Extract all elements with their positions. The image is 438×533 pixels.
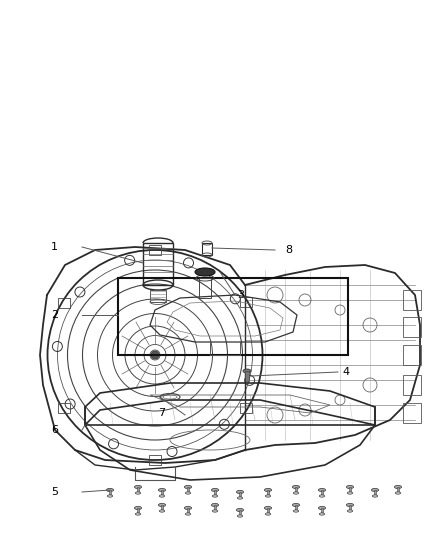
Bar bbox=[349, 505, 351, 511]
Bar bbox=[150, 290, 166, 302]
Ellipse shape bbox=[319, 495, 325, 497]
Ellipse shape bbox=[212, 488, 219, 491]
Ellipse shape bbox=[347, 510, 353, 512]
Ellipse shape bbox=[265, 513, 271, 515]
Text: 4: 4 bbox=[342, 367, 349, 377]
Circle shape bbox=[151, 351, 159, 359]
Ellipse shape bbox=[293, 492, 299, 494]
Bar bbox=[187, 508, 189, 514]
Ellipse shape bbox=[319, 513, 325, 515]
Ellipse shape bbox=[134, 486, 141, 489]
Bar bbox=[214, 490, 216, 496]
Bar bbox=[161, 490, 163, 496]
Ellipse shape bbox=[346, 503, 353, 506]
Bar bbox=[239, 510, 241, 516]
Bar bbox=[199, 278, 211, 298]
Bar bbox=[58, 402, 70, 413]
Bar bbox=[58, 297, 70, 308]
Bar bbox=[397, 487, 399, 493]
Text: 1: 1 bbox=[51, 242, 58, 252]
Bar bbox=[240, 297, 252, 308]
Text: 5: 5 bbox=[51, 487, 58, 497]
Bar bbox=[267, 508, 269, 514]
Ellipse shape bbox=[212, 495, 218, 497]
Text: 2: 2 bbox=[51, 310, 58, 320]
Ellipse shape bbox=[372, 495, 378, 497]
Bar bbox=[403, 403, 421, 423]
Text: 3: 3 bbox=[237, 290, 244, 300]
Ellipse shape bbox=[159, 495, 165, 497]
Ellipse shape bbox=[346, 486, 353, 489]
Ellipse shape bbox=[237, 490, 244, 494]
Ellipse shape bbox=[243, 369, 251, 373]
Bar bbox=[143, 243, 173, 285]
Ellipse shape bbox=[394, 486, 402, 489]
Ellipse shape bbox=[395, 492, 401, 494]
Bar bbox=[137, 487, 139, 493]
Ellipse shape bbox=[293, 486, 300, 489]
Ellipse shape bbox=[265, 495, 271, 497]
Ellipse shape bbox=[185, 492, 191, 494]
Ellipse shape bbox=[159, 503, 166, 506]
Bar bbox=[245, 371, 249, 381]
Ellipse shape bbox=[318, 506, 325, 510]
Bar bbox=[403, 345, 421, 365]
Ellipse shape bbox=[237, 508, 244, 512]
Ellipse shape bbox=[212, 503, 219, 506]
Bar bbox=[161, 505, 163, 511]
Bar bbox=[149, 245, 161, 255]
Ellipse shape bbox=[293, 510, 299, 512]
Bar bbox=[214, 505, 216, 511]
Ellipse shape bbox=[195, 268, 215, 276]
Ellipse shape bbox=[135, 513, 141, 515]
Bar bbox=[321, 508, 323, 514]
Bar bbox=[239, 492, 241, 498]
Ellipse shape bbox=[184, 486, 191, 489]
Bar bbox=[403, 375, 421, 395]
Bar bbox=[109, 490, 111, 496]
Bar bbox=[295, 487, 297, 493]
Text: 6: 6 bbox=[51, 425, 58, 435]
Ellipse shape bbox=[159, 488, 166, 491]
Bar bbox=[403, 317, 421, 337]
Bar bbox=[202, 243, 212, 255]
Bar bbox=[374, 490, 376, 496]
Ellipse shape bbox=[237, 515, 243, 517]
Bar bbox=[137, 508, 139, 514]
Ellipse shape bbox=[318, 488, 325, 491]
Text: 8: 8 bbox=[285, 245, 292, 255]
Ellipse shape bbox=[347, 492, 353, 494]
Ellipse shape bbox=[212, 510, 218, 512]
Ellipse shape bbox=[135, 492, 141, 494]
Bar bbox=[349, 487, 351, 493]
Bar bbox=[267, 490, 269, 496]
Ellipse shape bbox=[237, 497, 243, 499]
Bar bbox=[321, 490, 323, 496]
Ellipse shape bbox=[184, 506, 191, 510]
Bar bbox=[295, 505, 297, 511]
Ellipse shape bbox=[107, 495, 113, 497]
Ellipse shape bbox=[371, 488, 378, 491]
Text: 7: 7 bbox=[158, 408, 165, 418]
Ellipse shape bbox=[265, 506, 272, 510]
Ellipse shape bbox=[134, 506, 141, 510]
Ellipse shape bbox=[159, 510, 165, 512]
Bar bbox=[403, 290, 421, 310]
Bar bbox=[118, 278, 348, 355]
Ellipse shape bbox=[293, 503, 300, 506]
Bar bbox=[149, 455, 161, 465]
Ellipse shape bbox=[265, 488, 272, 491]
Ellipse shape bbox=[185, 513, 191, 515]
Bar bbox=[187, 487, 189, 493]
Ellipse shape bbox=[106, 488, 113, 491]
Bar bbox=[240, 402, 252, 413]
